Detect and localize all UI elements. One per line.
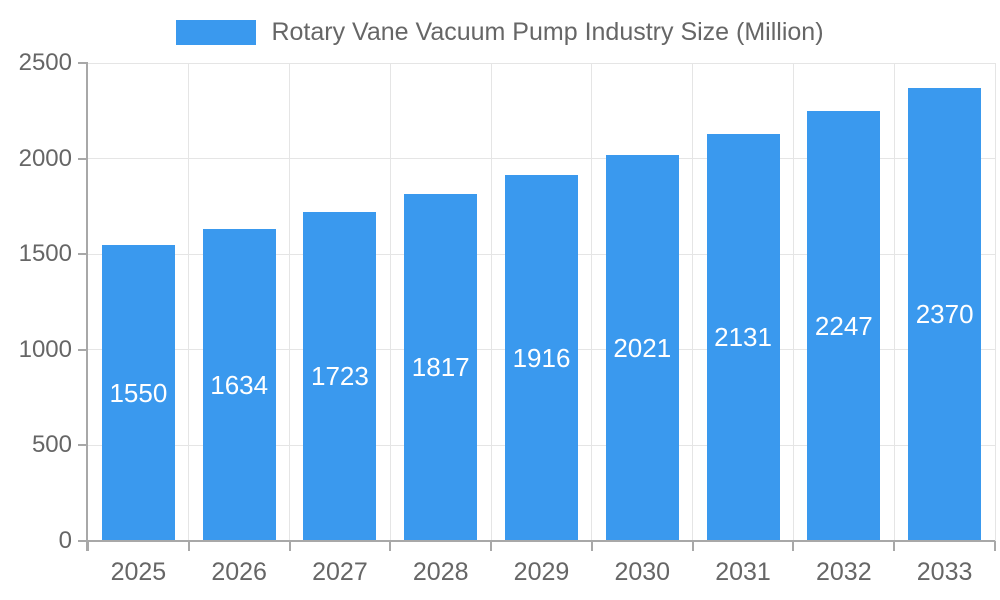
y-axis-tick-label: 2000 <box>18 144 72 172</box>
x-tick-mark <box>288 541 291 551</box>
x-axis-line <box>86 540 995 542</box>
y-axis-tick-label: 0 <box>58 527 72 554</box>
v-gridline <box>490 63 492 541</box>
bar-value-label: 2021 <box>613 332 672 363</box>
y-axis-tick-label: 1000 <box>18 335 72 363</box>
bar-value-label: 1550 <box>109 377 168 408</box>
bar-value-label: 1916 <box>512 342 571 373</box>
x-axis-tick-label: 2028 <box>412 558 469 586</box>
plot-area: 0 500 1000 1500 2000 2500 1550 2025 1634 2026 1723… <box>19 49 996 586</box>
x-tick-mark <box>994 541 996 551</box>
h-gridline <box>88 158 995 160</box>
y-axis-line <box>86 63 88 551</box>
x-axis-tick-label: 2030 <box>614 558 671 586</box>
x-axis-tick-label: 2027 <box>312 558 368 586</box>
legend-label: Rotary Vane Vacuum Pump Industry Size (M… <box>271 18 824 46</box>
v-gridline <box>289 63 291 541</box>
x-tick-mark <box>389 541 392 551</box>
y-axis-tick-label: 1500 <box>18 240 72 268</box>
x-axis-tick-label: 2032 <box>816 558 872 586</box>
x-tick-mark <box>187 541 190 551</box>
x-tick-mark <box>490 541 493 551</box>
x-tick-mark <box>792 541 795 551</box>
y-axis-tick-label: 2500 <box>18 49 72 76</box>
x-tick-mark <box>893 541 896 551</box>
x-axis-tick-label: 2033 <box>916 558 973 586</box>
x-tick-mark <box>691 541 694 551</box>
bar[interactable] <box>706 133 780 541</box>
bar[interactable] <box>404 193 478 541</box>
bar-value-label: 2247 <box>814 311 873 342</box>
h-gridline <box>88 62 995 64</box>
y-tick-mark <box>78 348 88 351</box>
v-gridline <box>792 63 794 541</box>
bar-value-label: 1723 <box>311 361 369 392</box>
bar[interactable] <box>807 111 881 541</box>
bar-value-label: 2131 <box>714 322 772 353</box>
y-tick-mark <box>78 540 88 542</box>
bar-value-label: 2370 <box>915 299 974 330</box>
v-gridline <box>994 63 996 541</box>
x-tick-mark <box>590 541 593 551</box>
legend-swatch <box>176 20 257 45</box>
v-gridline <box>389 63 391 541</box>
y-tick-mark <box>78 253 88 256</box>
bar[interactable] <box>101 244 175 541</box>
bar-value-label: 1634 <box>210 369 269 400</box>
legend[interactable]: Rotary Vane Vacuum Pump Industry Size (M… <box>0 20 1000 45</box>
y-tick-mark <box>78 62 88 64</box>
v-gridline <box>692 63 694 541</box>
x-axis-tick-label: 2026 <box>211 558 267 586</box>
bar-value-label: 1817 <box>411 352 470 383</box>
x-axis-tick-label: 2031 <box>715 558 771 586</box>
v-gridline <box>893 63 895 541</box>
y-axis-tick-label: 500 <box>31 431 72 459</box>
bar[interactable] <box>605 154 679 541</box>
x-axis-tick-label: 2029 <box>513 558 570 586</box>
x-tick-mark <box>87 541 89 551</box>
bar[interactable] <box>202 228 276 541</box>
y-tick-mark <box>78 444 88 447</box>
bar[interactable] <box>908 87 982 541</box>
bar[interactable] <box>303 211 377 541</box>
x-axis-tick-label: 2025 <box>110 558 167 586</box>
v-gridline <box>188 63 190 541</box>
bar[interactable] <box>505 174 578 541</box>
v-gridline <box>591 63 593 541</box>
y-tick-mark <box>78 157 88 160</box>
